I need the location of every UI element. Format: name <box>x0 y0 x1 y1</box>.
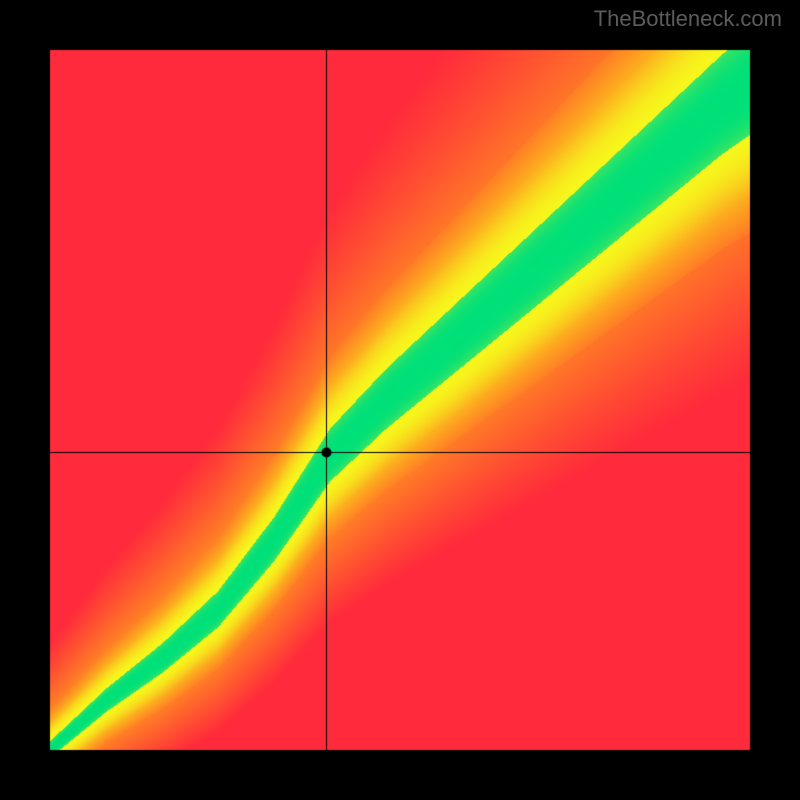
chart-container: TheBottleneck.com <box>0 0 800 800</box>
watermark-text: TheBottleneck.com <box>594 6 782 32</box>
heatmap-canvas <box>0 0 800 800</box>
